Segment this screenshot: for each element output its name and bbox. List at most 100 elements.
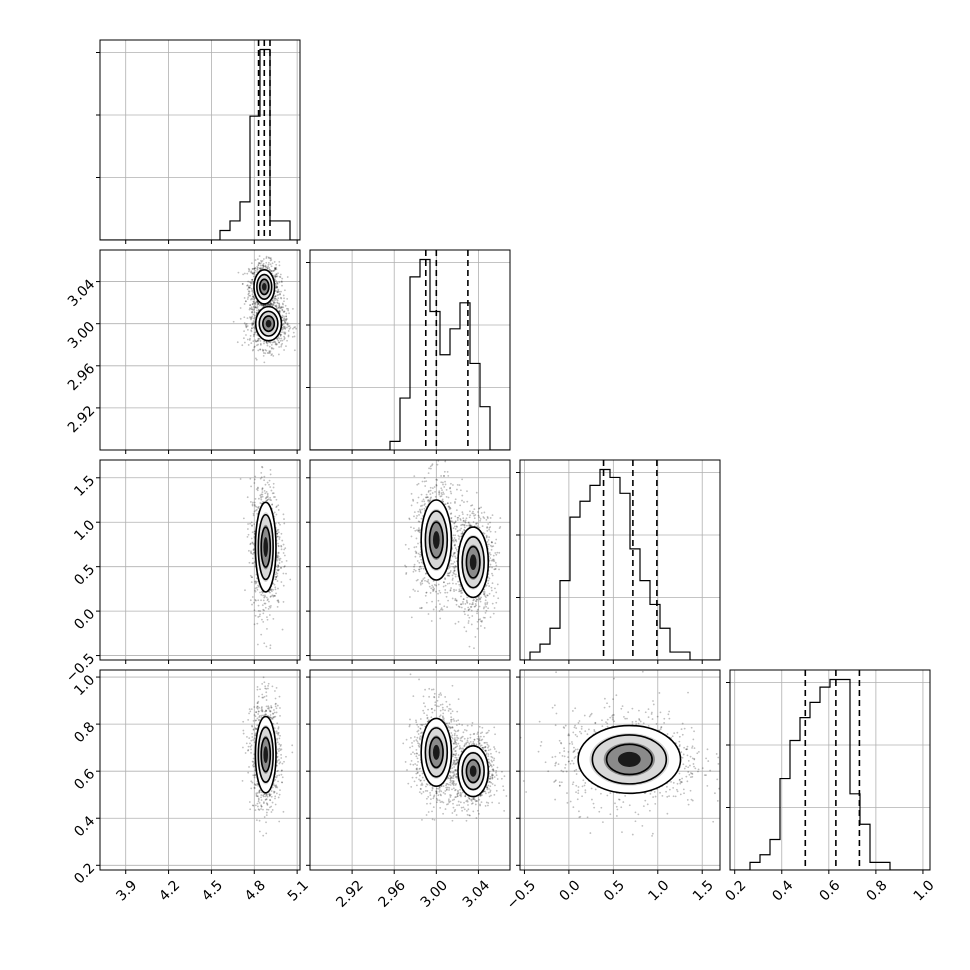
scatter-point — [449, 506, 451, 509]
scatter-point — [432, 580, 435, 582]
scatter-point — [254, 306, 257, 309]
scatter-point — [277, 339, 280, 342]
scatter-point — [470, 623, 473, 626]
scatter-point — [274, 274, 277, 277]
scatter-point — [274, 295, 277, 298]
scatter-point — [270, 588, 273, 591]
scatter-point — [282, 584, 285, 587]
scatter-point — [262, 676, 265, 679]
scatter-point — [276, 566, 279, 569]
scatter-point — [266, 498, 269, 501]
scatter-point — [251, 267, 254, 270]
scatter-point — [274, 702, 277, 705]
scatter-point — [278, 341, 280, 344]
scatter-point — [431, 444, 433, 446]
scatter-point — [435, 478, 438, 481]
scatter-point — [260, 476, 263, 479]
density-contour — [457, 526, 490, 599]
scatter-point — [489, 563, 492, 566]
scatter-point — [257, 302, 260, 305]
scatter-point — [473, 508, 476, 511]
scatter-point — [248, 307, 251, 310]
scatter-point — [254, 302, 256, 304]
scatter-point — [482, 532, 485, 534]
scatter-point — [438, 493, 441, 496]
scatter-point — [277, 726, 280, 729]
scatter-point — [443, 474, 445, 477]
scatter-point — [276, 532, 279, 535]
scatter-point — [251, 279, 254, 281]
scatter-point — [434, 606, 437, 608]
scatter-point — [263, 304, 266, 307]
scatter-point — [262, 264, 265, 267]
scatter-point — [483, 592, 486, 595]
scatter-point — [244, 752, 247, 754]
scatter-point — [482, 607, 485, 610]
scatter-point — [268, 483, 270, 486]
scatter-point — [429, 499, 432, 502]
scatter-point — [274, 295, 277, 298]
scatter-point — [262, 304, 265, 307]
scatter-point — [278, 341, 280, 344]
scatter-point — [277, 727, 280, 730]
scatter-point — [485, 584, 488, 587]
scatter-point — [261, 618, 263, 621]
scatter-point — [487, 539, 490, 541]
scatter-point — [412, 499, 415, 502]
scatter-point — [252, 273, 255, 276]
scatter-point — [276, 556, 279, 559]
scatter-point — [448, 582, 451, 585]
scatter-point — [250, 342, 253, 344]
scatter-point — [252, 302, 255, 305]
scatter-point — [452, 582, 454, 585]
scatter-point — [252, 335, 255, 338]
scatter-point — [429, 497, 432, 500]
panel-0-0 — [96, 39, 301, 244]
scatter-point — [466, 602, 469, 604]
scatter-point — [277, 599, 280, 602]
scatter-point — [250, 576, 253, 579]
scatter-point — [251, 562, 254, 565]
scatter-point — [417, 496, 420, 499]
scatter-point — [451, 577, 454, 580]
scatter-point — [494, 567, 497, 570]
scatter-point — [490, 548, 493, 551]
scatter-point — [280, 345, 283, 348]
scatter-point — [444, 591, 447, 594]
scatter-point — [251, 736, 254, 738]
scatter-point — [246, 272, 249, 275]
scatter-point — [430, 620, 433, 622]
density-fill — [263, 537, 269, 558]
scatter-point — [282, 601, 285, 603]
scatter-point — [265, 255, 268, 258]
scatter-point — [425, 505, 427, 508]
scatter-point — [438, 492, 441, 494]
scatter-point — [276, 786, 279, 789]
scatter-point — [245, 322, 248, 325]
scatter-point — [468, 525, 471, 528]
scatter-point — [449, 571, 452, 574]
scatter-point — [421, 500, 424, 503]
scatter-point — [263, 342, 265, 345]
scatter-point — [475, 600, 478, 603]
scatter-point — [251, 308, 253, 311]
scatter-point — [464, 613, 466, 616]
panel-2-2 — [516, 459, 721, 664]
scatter-point — [250, 306, 253, 309]
scatter-point — [276, 568, 279, 571]
scatter-point — [274, 267, 277, 270]
scatter-point — [491, 574, 494, 577]
scatter-point — [278, 558, 280, 560]
scatter-point — [276, 572, 279, 575]
scatter-point — [262, 267, 264, 270]
scatter-point — [459, 529, 461, 532]
scatter-point — [470, 524, 473, 527]
scatter-point — [252, 757, 255, 760]
scatter-point — [287, 323, 289, 326]
scatter-point — [258, 337, 261, 340]
scatter-point — [270, 595, 272, 598]
scatter-point — [453, 588, 455, 591]
scatter-point — [254, 267, 256, 270]
scatter-point — [490, 586, 493, 589]
scatter-point — [413, 568, 416, 571]
